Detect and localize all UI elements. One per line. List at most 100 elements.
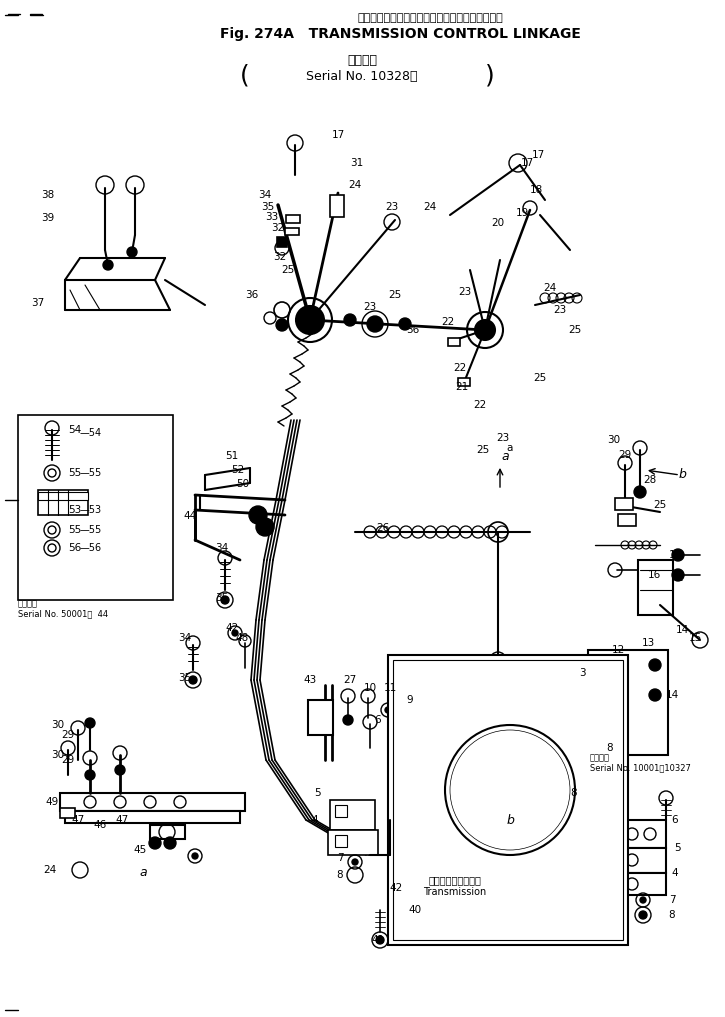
Text: 48: 48	[236, 633, 249, 643]
Text: 21: 21	[455, 382, 468, 392]
Text: 41: 41	[371, 935, 385, 945]
Text: 26: 26	[376, 523, 389, 533]
Text: 4: 4	[312, 815, 318, 825]
Bar	[38, 492, 88, 500]
Text: 29: 29	[62, 730, 75, 740]
Text: 1: 1	[668, 550, 675, 560]
Text: 22: 22	[473, 400, 486, 410]
Bar	[393, 660, 623, 940]
Circle shape	[649, 689, 661, 701]
Circle shape	[672, 549, 684, 561]
Text: 45: 45	[133, 845, 146, 855]
Text: 56: 56	[68, 543, 82, 553]
Text: 25: 25	[389, 290, 402, 300]
Text: 32: 32	[271, 223, 285, 233]
Text: 49: 49	[46, 797, 59, 807]
Text: 23: 23	[458, 287, 472, 297]
Text: 8: 8	[668, 910, 675, 920]
Text: 16: 16	[647, 570, 660, 580]
Text: 38: 38	[41, 190, 54, 200]
Text: 25: 25	[281, 265, 294, 275]
Text: 23: 23	[497, 433, 510, 443]
Text: Fig. 274A   TRANSMISSION CONTROL LINKAGE: Fig. 274A TRANSMISSION CONTROL LINKAGE	[220, 27, 581, 41]
Circle shape	[296, 306, 324, 334]
Text: 17: 17	[531, 149, 544, 160]
Circle shape	[475, 320, 495, 340]
Text: 7: 7	[668, 895, 675, 905]
Text: ): )	[485, 64, 495, 88]
Text: —55: —55	[80, 525, 102, 535]
Text: 8: 8	[571, 788, 577, 798]
Bar	[618, 514, 636, 526]
Circle shape	[85, 718, 95, 728]
Circle shape	[634, 486, 646, 498]
Circle shape	[85, 770, 95, 780]
Text: 4: 4	[671, 868, 679, 878]
Text: 46: 46	[94, 820, 107, 830]
Text: 24: 24	[543, 283, 557, 293]
Text: 35: 35	[215, 593, 228, 603]
Bar	[458, 378, 470, 386]
Text: 53: 53	[68, 505, 82, 515]
Circle shape	[232, 630, 238, 636]
Text: 23: 23	[386, 202, 399, 212]
Text: Transmission: Transmission	[423, 887, 486, 897]
Circle shape	[343, 715, 353, 725]
Text: 24: 24	[44, 865, 57, 875]
Circle shape	[127, 247, 137, 257]
Text: 12: 12	[611, 645, 625, 655]
Text: 適用号機: 適用号機	[18, 599, 38, 608]
Text: 8: 8	[607, 743, 613, 753]
Text: 22: 22	[453, 363, 467, 373]
Text: 34: 34	[178, 633, 191, 643]
Text: 11: 11	[384, 683, 397, 693]
Text: 36: 36	[407, 325, 420, 335]
Text: 47: 47	[71, 815, 85, 825]
Text: 8: 8	[336, 870, 344, 880]
Text: 28: 28	[643, 475, 657, 485]
Text: 36: 36	[245, 290, 259, 300]
Text: 54: 54	[68, 425, 82, 435]
Text: —53: —53	[80, 505, 102, 515]
Text: 3: 3	[579, 668, 585, 678]
Text: トランスミッション　コントロール　リンケージ: トランスミッション コントロール リンケージ	[357, 13, 503, 23]
Bar	[600, 660, 620, 680]
Text: 19: 19	[515, 208, 529, 218]
Text: 32: 32	[273, 252, 286, 262]
Bar	[18, 415, 173, 600]
Text: 14: 14	[676, 625, 689, 635]
Bar	[308, 700, 333, 735]
Text: Serial No. 50001～  44: Serial No. 50001～ 44	[18, 609, 108, 618]
Text: 33: 33	[265, 212, 278, 222]
Circle shape	[192, 853, 198, 859]
Circle shape	[399, 318, 411, 330]
Text: 6: 6	[375, 715, 381, 725]
Circle shape	[276, 319, 288, 331]
Text: 15: 15	[688, 633, 702, 643]
Bar	[335, 835, 347, 847]
Text: 51: 51	[225, 451, 239, 461]
Circle shape	[672, 569, 684, 581]
Text: 55: 55	[68, 468, 82, 478]
Bar	[60, 793, 245, 811]
Bar	[638, 560, 673, 615]
Bar	[286, 215, 300, 223]
Text: 9: 9	[407, 695, 413, 705]
Circle shape	[376, 936, 384, 944]
Text: a: a	[501, 450, 509, 463]
Circle shape	[639, 911, 647, 919]
Text: 52: 52	[231, 465, 244, 475]
Text: 37: 37	[31, 298, 45, 308]
Text: 42: 42	[389, 883, 402, 893]
Text: 42: 42	[225, 623, 239, 633]
Bar	[65, 811, 240, 823]
Text: Serial No. 10328～: Serial No. 10328～	[306, 69, 418, 82]
Text: a: a	[507, 443, 513, 453]
Text: 50: 50	[236, 479, 249, 489]
Text: 44: 44	[183, 511, 196, 521]
Text: 30: 30	[608, 435, 621, 445]
Text: —54: —54	[80, 428, 102, 438]
Text: 24: 24	[423, 202, 436, 212]
Bar	[616, 820, 666, 848]
Circle shape	[221, 596, 229, 604]
